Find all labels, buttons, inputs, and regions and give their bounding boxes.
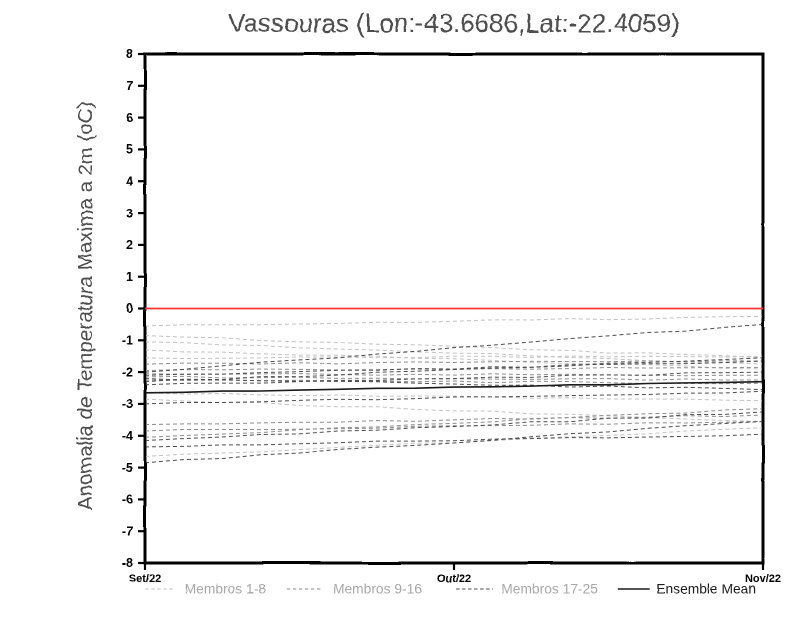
svg-text:Set/22: Set/22 <box>129 573 161 585</box>
svg-text:-4: -4 <box>122 429 133 443</box>
svg-text:5: 5 <box>126 143 133 157</box>
svg-text:Membros 17-25: Membros 17-25 <box>501 581 598 596</box>
svg-text:6: 6 <box>126 111 133 125</box>
svg-text:2: 2 <box>126 238 133 252</box>
svg-text:Membros 1-8: Membros 1-8 <box>185 581 267 596</box>
svg-text:4: 4 <box>126 174 133 188</box>
svg-text:Ensemble Mean: Ensemble Mean <box>656 581 756 596</box>
svg-text:7: 7 <box>126 79 133 93</box>
svg-text:-8: -8 <box>122 556 133 570</box>
svg-text:1: 1 <box>126 270 133 284</box>
svg-text:-5: -5 <box>122 461 133 475</box>
svg-text:Anomalia de Temperatura Maxima: Anomalia de Temperatura Maxima a 2m (oC) <box>74 102 97 511</box>
svg-text:Membros 9-16: Membros 9-16 <box>333 581 422 596</box>
svg-text:-1: -1 <box>122 334 133 348</box>
svg-text:-6: -6 <box>122 493 133 507</box>
svg-text:-7: -7 <box>122 524 133 538</box>
svg-text:-2: -2 <box>122 365 133 379</box>
svg-text:Vassouras (Lon:-43.6686,Lat:-2: Vassouras (Lon:-43.6686,Lat:-22.4059) <box>228 8 680 38</box>
svg-text:Out/22: Out/22 <box>437 573 471 585</box>
svg-text:0: 0 <box>126 302 133 316</box>
svg-text:3: 3 <box>126 206 133 220</box>
svg-text:8: 8 <box>126 47 133 61</box>
svg-text:-3: -3 <box>122 397 133 411</box>
